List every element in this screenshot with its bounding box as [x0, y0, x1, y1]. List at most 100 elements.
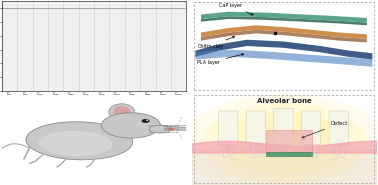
- Point: [148, 21, 154, 24]
- Point: [68, 56, 74, 59]
- Point: [161, 47, 167, 50]
- Point: [175, 52, 181, 55]
- Point: [8, 26, 14, 29]
- Point: [140, 80, 146, 83]
- Point: [85, 22, 91, 25]
- Point: [129, 53, 135, 56]
- Point: [42, 13, 48, 16]
- Point: [7, 44, 13, 47]
- Point: [150, 12, 156, 15]
- Point: [22, 41, 28, 44]
- Point: [98, 45, 104, 48]
- Point: [39, 24, 45, 27]
- Point: [84, 28, 90, 31]
- Point: [141, 72, 147, 75]
- Point: [4, 67, 10, 70]
- Point: [8, 38, 14, 41]
- Point: [69, 40, 75, 43]
- Point: [79, 76, 85, 79]
- Point: [70, 27, 76, 30]
- Point: [142, 68, 148, 71]
- Point: [126, 71, 132, 74]
- Point: [166, 11, 172, 14]
- Point: [102, 14, 108, 17]
- Point: [54, 30, 60, 33]
- Point: [73, 15, 79, 18]
- Point: [174, 63, 180, 66]
- Point: [17, 79, 23, 82]
- Point: [85, 29, 91, 32]
- Point: [109, 76, 115, 79]
- Point: [178, 20, 184, 23]
- Point: [155, 79, 161, 82]
- Point: [100, 30, 106, 33]
- Point: [67, 55, 73, 58]
- Point: [56, 17, 62, 20]
- Point: [2, 77, 8, 80]
- Point: [38, 35, 44, 38]
- Point: [80, 72, 86, 75]
- Point: [128, 60, 134, 63]
- Point: [163, 25, 169, 28]
- Point: [73, 12, 79, 15]
- Point: [174, 64, 180, 67]
- Point: [156, 75, 162, 78]
- Point: [81, 63, 87, 65]
- Point: [63, 78, 69, 81]
- Point: [23, 44, 29, 47]
- Point: [158, 63, 164, 66]
- Point: [160, 46, 166, 49]
- Point: [176, 41, 182, 44]
- Point: [110, 74, 116, 77]
- Point: [20, 59, 26, 62]
- Point: [52, 62, 58, 65]
- Point: [78, 78, 84, 81]
- Point: [36, 57, 42, 60]
- Point: [82, 56, 88, 59]
- Point: [130, 38, 136, 41]
- Point: [3, 73, 9, 76]
- Point: [52, 54, 58, 57]
- Point: [5, 62, 11, 65]
- Point: [179, 21, 185, 24]
- Point: [157, 69, 163, 72]
- Point: [7, 46, 13, 49]
- Point: [34, 71, 40, 74]
- Point: [84, 38, 90, 41]
- Point: [172, 76, 178, 79]
- Point: [7, 44, 13, 47]
- Point: [178, 23, 184, 26]
- Point: [85, 29, 91, 32]
- Point: [3, 75, 9, 78]
- Point: [125, 78, 131, 81]
- Text: Chitin-clay: Chitin-clay: [197, 36, 235, 49]
- Point: [143, 63, 149, 66]
- Point: [19, 72, 25, 75]
- Point: [111, 74, 117, 77]
- Point: [111, 71, 117, 74]
- Point: [22, 40, 28, 43]
- Point: [24, 25, 30, 28]
- Point: [119, 14, 125, 17]
- Point: [80, 75, 86, 78]
- Point: [177, 33, 183, 36]
- Point: [104, 11, 110, 14]
- FancyBboxPatch shape: [265, 130, 311, 152]
- Point: [67, 60, 73, 63]
- Point: [162, 20, 168, 23]
- Point: [101, 24, 107, 27]
- Point: [117, 20, 123, 23]
- Point: [2, 72, 8, 75]
- Point: [25, 23, 31, 26]
- Point: [102, 21, 108, 23]
- Point: [27, 12, 33, 15]
- FancyBboxPatch shape: [265, 152, 311, 156]
- Point: [17, 77, 23, 80]
- Point: [56, 22, 62, 25]
- Point: [57, 15, 63, 18]
- Point: [82, 58, 88, 61]
- Point: [19, 68, 25, 71]
- Point: [135, 13, 141, 16]
- Point: [71, 16, 77, 19]
- Point: [85, 24, 91, 27]
